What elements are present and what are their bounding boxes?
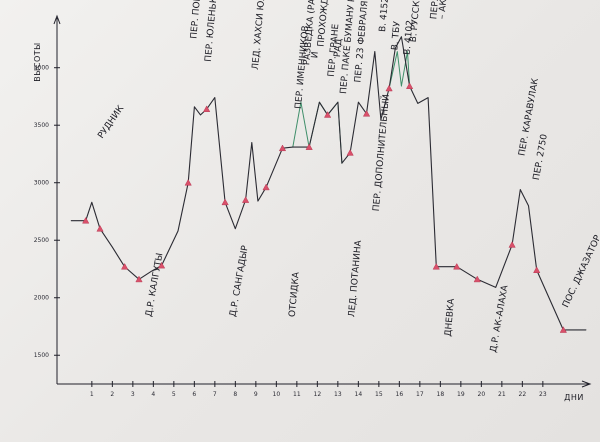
x-tick-label: 4: [151, 391, 155, 398]
annotation-label: ПЕР. ЮЛЕНЬКА: [204, 0, 220, 62]
camp-marker: [346, 149, 354, 156]
annotation-label: ПЕР. 2750: [532, 133, 550, 181]
camp-marker: [82, 216, 90, 224]
y-tick-label: 2000: [34, 295, 49, 302]
camp-marker: [323, 111, 332, 118]
camp-marker: [305, 143, 313, 150]
x-tick-label: 8: [233, 391, 237, 398]
x-tick-label: 1: [90, 391, 94, 398]
camp-marker: [203, 105, 211, 112]
camp-marker: [121, 262, 129, 270]
x-tick-label: 15: [375, 391, 383, 398]
camp-marker: [184, 179, 192, 186]
alternative-route-line: [388, 51, 411, 89]
camp-marker: [278, 144, 287, 152]
x-tick-label: 23: [539, 391, 547, 398]
annotation-label: ЛЕД. ПОТАНИНА: [347, 239, 364, 318]
annotation-label: ОТСИДКА: [288, 271, 302, 318]
camp-marker: [262, 183, 270, 191]
annotation-label: В. РУССКИЙ ШАТЕР: [407, 0, 427, 43]
annotation-label: Д.Р. КАЛГУТЫ: [144, 252, 165, 318]
camp-marker: [508, 241, 516, 248]
x-axis-arrow: [581, 380, 592, 388]
camp-marker: [533, 266, 541, 273]
x-tick-label: 12: [314, 391, 322, 398]
x-tick-label: 2: [110, 391, 114, 398]
x-axis-label: ДНИ: [564, 393, 584, 402]
x-tick-label: 9: [254, 391, 258, 398]
y-tick-label: 2500: [34, 237, 49, 244]
annotation-label: ПЕР. 23 ФЕВРАЛЯ РАД.: [353, 0, 372, 83]
annotation-label: – АКЕМКИ: [437, 0, 451, 20]
camp-markers: [82, 82, 567, 333]
annotation-label: ЛЕД. ХАХСИ ЮЖ РАД: [251, 0, 270, 70]
y-tick-label: 1500: [34, 352, 49, 359]
x-tick-label: 7: [213, 391, 217, 398]
annotation-label: И: [310, 51, 321, 59]
annotation-label: РУДНИК: [96, 104, 126, 141]
camp-marker: [241, 196, 250, 203]
y-tick-label: 3000: [34, 180, 49, 187]
camp-marker: [135, 275, 143, 283]
annotation-label: РАД: [333, 38, 345, 57]
x-tick-label: 11: [293, 391, 301, 398]
camp-marker: [453, 262, 461, 270]
x-tick-label: 3: [131, 391, 135, 398]
x-tick-label: 6: [192, 391, 196, 398]
x-tick-label: 22: [519, 391, 527, 398]
annotation-label: ДНЕВКА: [444, 297, 457, 337]
annotation-label: Д.Р. АК-АЛАХА: [489, 284, 511, 354]
y-tick-label: 3500: [34, 122, 49, 129]
camp-marker: [362, 109, 371, 117]
camp-marker: [385, 84, 393, 92]
camp-marker: [96, 225, 104, 232]
x-tick-label: 20: [478, 391, 486, 398]
annotation-label: ПОС. ДЖАЗАТОР: [561, 233, 600, 309]
x-tick-label: 14: [355, 391, 363, 398]
x-tick-label: 18: [437, 391, 445, 398]
x-tick-label: 17: [416, 391, 424, 398]
y-axis-label: ВЫСОТЫ: [33, 42, 42, 81]
annotation-label: В. ТБУ: [390, 20, 403, 50]
annotation-label: В. 4152: [378, 0, 391, 32]
x-tick-label: 21: [498, 391, 506, 398]
camp-marker: [221, 198, 229, 206]
camp-marker: [473, 275, 481, 283]
x-tick-label: 13: [334, 391, 342, 398]
camp-marker: [157, 261, 166, 269]
x-tick-label: 10: [273, 391, 281, 398]
x-tick-label: 5: [172, 391, 176, 398]
camp-marker: [559, 326, 567, 333]
x-tick-label: 19: [457, 391, 465, 398]
camp-marker: [405, 82, 414, 89]
x-tick-label: 16: [396, 391, 404, 398]
annotation-label: ПЕР. ДОПОЛНИТЕЛЬНЫЙ: [370, 94, 392, 212]
y-axis-arrow: [53, 14, 61, 25]
annotation-label: ПЕР. ГРАНЕ: [327, 23, 342, 77]
annotation-label: В. 4102: [403, 20, 416, 56]
y-tick-label: 4000: [34, 65, 49, 72]
camp-marker: [432, 262, 440, 270]
annotation-label: Д.Р. САНГАДЫР: [228, 244, 251, 317]
